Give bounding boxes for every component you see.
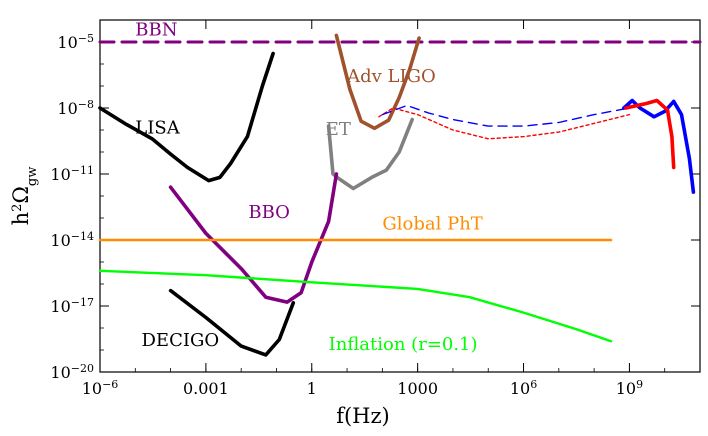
series-label: LISA (135, 117, 180, 138)
y-tick-label: 10−14 (50, 230, 94, 251)
series-blue-solid (622, 98, 696, 194)
y-tick-exp: −11 (71, 164, 94, 177)
series-et (326, 117, 415, 191)
y-tick-base: 10 (50, 231, 70, 250)
y-tick-base: 10 (50, 165, 70, 184)
series-label: DECIGO (142, 330, 220, 351)
series-lisa (98, 51, 275, 183)
series-group (98, 33, 702, 357)
y-tick-exp: −17 (71, 296, 94, 309)
x-tick-label: 1000 (397, 379, 438, 398)
labels-group: BBN LISA Adv LIGO ET BBO DECIGO Global PhT Infl… (135, 19, 483, 355)
y-tick-base: 10 (57, 33, 77, 52)
series-bbo (168, 172, 339, 304)
y-axis-label: h2Ωgw (9, 167, 40, 226)
y-tick-label: 10−11 (50, 164, 94, 185)
y-tick-label: 10−20 (50, 362, 94, 383)
y-tick-exp: −5 (78, 32, 94, 45)
series-label: BBN (135, 19, 177, 40)
x-tick-exp: −6 (102, 378, 118, 391)
series-label: Global PhT (382, 214, 482, 235)
x-tick-exp: 6 (530, 378, 537, 391)
y-label-sub: gw (25, 167, 40, 186)
series-label: BBO (248, 202, 290, 223)
y-tick-label: 10−8 (57, 98, 94, 119)
x-tick-label: 0.001 (183, 379, 229, 398)
y-label-base: h (9, 212, 33, 226)
series-decigo (168, 288, 296, 357)
series-adv-ligo (334, 33, 421, 131)
x-tick-label: 106 (510, 378, 537, 399)
y-tick-exp: −14 (71, 230, 94, 243)
series-label: Inflation (r=0.1) (329, 334, 478, 355)
x-tick-label: 10−6 (82, 378, 119, 399)
y-label-sup: 2 (10, 204, 25, 212)
x-tick-base: 10 (82, 379, 102, 398)
y-tick-exp: −20 (71, 362, 94, 375)
series-label: Adv LIGO (346, 66, 436, 87)
y-tick-base: 10 (50, 363, 70, 382)
series-red-solid-right (624, 98, 676, 170)
series-red-dashed (378, 107, 631, 140)
x-tick-label: 109 (616, 378, 643, 399)
x-tick-base: 10 (616, 379, 636, 398)
y-tick-label: 10−17 (50, 296, 94, 317)
series-blue-dashed (381, 104, 631, 127)
x-tick-label: 1 (307, 379, 317, 398)
x-tick-exp: 9 (636, 378, 643, 391)
y-tick-base: 10 (57, 99, 77, 118)
y-tick-base: 10 (50, 297, 70, 316)
x-tick-base: 10 (510, 379, 530, 398)
axis-ticks: 10−6 0.001 1 1000 106 10910−510−810−1110−1410… (50, 19, 701, 399)
series-label: ET (326, 119, 351, 140)
x-axis-label: f(Hz) (336, 404, 390, 428)
y-tick-exp: −8 (78, 98, 94, 111)
y-tick-label: 10−5 (57, 32, 94, 53)
series-inflation-r-0-1- (98, 269, 613, 343)
y-label-main: Ω (9, 186, 33, 203)
